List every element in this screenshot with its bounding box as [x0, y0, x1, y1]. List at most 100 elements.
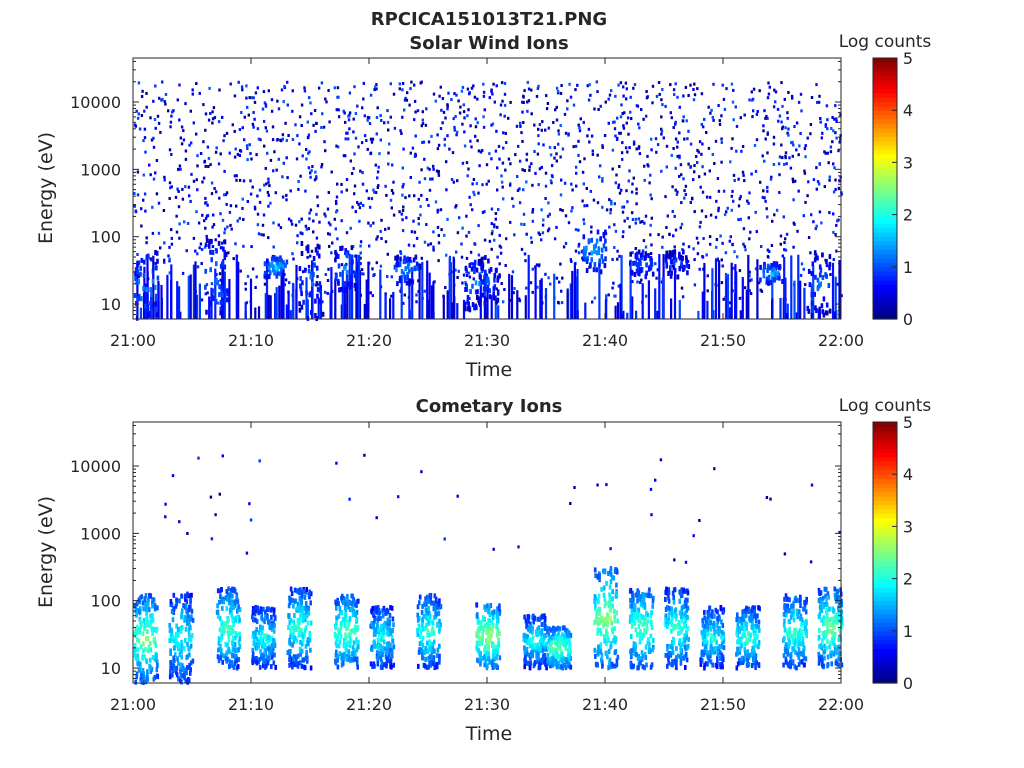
scatter-cell: [294, 223, 298, 227]
scatter-cell: [826, 127, 829, 131]
scatter-cell: [571, 188, 574, 192]
burst-cell: [486, 646, 490, 652]
burst-cell: [299, 651, 302, 657]
burst-cell: [185, 665, 189, 671]
scatter-cell: [499, 251, 503, 255]
burst-cell: [389, 657, 393, 662]
burst-cell: [396, 281, 399, 287]
burst-cell: [372, 624, 376, 629]
burst-cell: [375, 608, 379, 614]
scatter-cell: [665, 144, 669, 148]
burst-cell: [272, 638, 275, 644]
scatter-cell: [533, 150, 536, 153]
burst-cell: [219, 310, 222, 316]
burst-cell: [483, 623, 487, 629]
scatter-cell: [379, 229, 382, 233]
burst-cell: [338, 287, 341, 293]
burst-cell: [335, 605, 338, 611]
burst-cell: [466, 294, 470, 300]
burst-cell: [218, 599, 221, 605]
burst-cell: [145, 659, 149, 665]
scatter-cell: [776, 107, 780, 111]
scatter-cell: [715, 199, 718, 203]
scatter-cell: [520, 247, 524, 251]
scatter-cell: [660, 129, 664, 133]
burst-cell: [238, 631, 241, 637]
burst-cell: [426, 649, 430, 655]
burst-cell: [140, 296, 143, 302]
scatter-cell: [446, 104, 449, 108]
scatter-cell: [454, 268, 457, 272]
burst-cell: [379, 664, 383, 670]
burst-cell: [351, 612, 355, 617]
burst-cell: [557, 634, 560, 640]
scatter-cell: [244, 287, 247, 291]
scatter-cell: [537, 127, 540, 131]
burst-cell: [228, 607, 232, 613]
scatter-cell: [476, 121, 479, 125]
burst-cell: [155, 653, 158, 658]
burst-cell: [610, 640, 613, 646]
burst-cell: [670, 270, 673, 276]
streak-cell: [544, 288, 548, 319]
burst-cell: [652, 595, 655, 601]
burst-cell: [260, 653, 263, 659]
scatter-cell: [275, 168, 278, 172]
streak-cell: [452, 258, 456, 319]
scatter-cell: [693, 164, 696, 167]
scatter-cell: [208, 86, 211, 90]
burst-cell: [232, 664, 236, 670]
burst-cell: [152, 627, 156, 633]
burst-cell: [496, 606, 499, 612]
scatter-cell: [253, 205, 257, 209]
burst-cell: [423, 626, 427, 631]
scatter-cell: [756, 110, 759, 113]
scatter-cell: [226, 225, 229, 229]
burst-cell: [300, 251, 304, 256]
scatter-cell: [720, 137, 723, 141]
burst-cell: [236, 615, 239, 620]
burst-cell: [486, 642, 489, 648]
burst-cell: [393, 264, 397, 270]
burst-cell: [170, 609, 174, 615]
scatter-cell: [748, 274, 751, 278]
scatter-cell: [828, 211, 831, 215]
burst-cell: [174, 636, 178, 642]
burst-cell: [778, 264, 781, 270]
scatter-cell: [401, 218, 404, 222]
burst-cell: [649, 613, 653, 619]
burst-cell: [269, 270, 272, 276]
burst-cell: [599, 649, 602, 655]
scatter-cell: [463, 116, 466, 120]
scatter-cell: [619, 131, 622, 135]
scatter-cell: [692, 88, 695, 91]
scatter-cell: [359, 256, 362, 260]
streak-cell: [157, 301, 160, 319]
burst-cell: [231, 637, 235, 643]
burst-cell: [434, 608, 437, 614]
burst-cell: [645, 610, 648, 616]
scatter-cell: [470, 145, 473, 149]
scatter-cell: [420, 193, 423, 197]
streak-cell: [285, 304, 288, 319]
scatter-cell: [371, 267, 374, 271]
burst-cell: [134, 603, 137, 609]
burst-cell: [682, 249, 685, 255]
burst-cell: [172, 645, 176, 651]
scatter-cell: [215, 146, 218, 150]
burst-cell: [220, 289, 223, 295]
scatter-cell: [436, 210, 439, 214]
scatter-cell: [812, 220, 815, 224]
burst-cell: [186, 621, 189, 626]
scatter-cell: [462, 273, 466, 277]
scatter-cell: [133, 192, 136, 195]
burst-cell: [300, 601, 303, 607]
burst-cell: [422, 613, 425, 619]
scatter-cell: [635, 187, 638, 191]
colorbar-tick-label: 5: [903, 49, 913, 68]
scatter-cell: [590, 134, 594, 138]
burst-cell: [263, 659, 266, 664]
burst-cell: [141, 655, 144, 661]
scatter-cell: [674, 188, 677, 192]
scatter-cell: [178, 236, 181, 240]
